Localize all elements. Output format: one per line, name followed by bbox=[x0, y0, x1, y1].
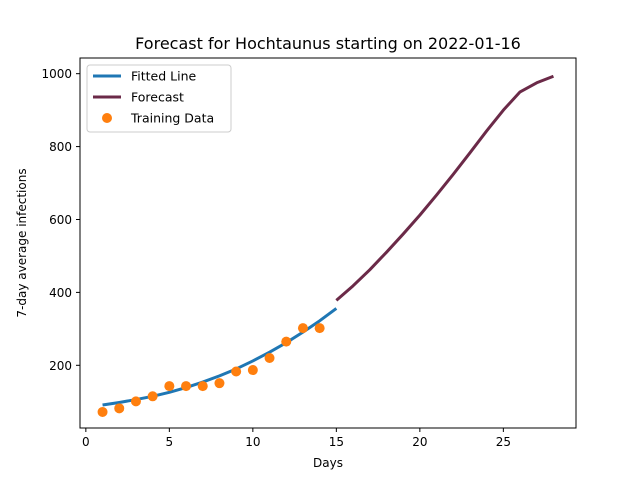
data-point bbox=[130, 396, 141, 407]
x-tick-label: 15 bbox=[329, 435, 344, 449]
y-axis-label: 7-day average infections bbox=[15, 168, 29, 317]
data-point bbox=[97, 406, 108, 417]
x-axis: 0 5 10 15 20 25 bbox=[82, 428, 511, 449]
y-tick-label: 600 bbox=[49, 213, 72, 227]
plot-area-frame bbox=[79, 57, 577, 429]
x-tick-label: 10 bbox=[245, 435, 260, 449]
legend: Fitted Line Forecast Training Data bbox=[86, 64, 232, 133]
data-point bbox=[197, 381, 208, 392]
plot-series bbox=[97, 74, 554, 417]
legend-entry-label: Training Data bbox=[130, 111, 214, 126]
x-tick-label: 5 bbox=[166, 435, 174, 449]
y-axis: 200 400 600 800 1000 bbox=[41, 67, 80, 373]
data-point bbox=[264, 353, 275, 364]
x-tick-label: 25 bbox=[496, 435, 511, 449]
legend-entry-label: Fitted Line bbox=[131, 69, 197, 84]
data-point bbox=[281, 336, 292, 347]
legend-box bbox=[86, 64, 232, 133]
data-point bbox=[114, 403, 125, 414]
legend-swatch bbox=[102, 113, 112, 123]
data-point bbox=[164, 381, 175, 392]
data-point bbox=[214, 378, 225, 389]
y-tick-label: 200 bbox=[49, 359, 72, 373]
x-tick-label: 20 bbox=[412, 435, 427, 449]
data-point bbox=[314, 323, 325, 334]
data-point bbox=[297, 323, 308, 334]
chart-title: Forecast for Hochtaunus starting on 2022… bbox=[135, 34, 521, 53]
data-point bbox=[181, 381, 192, 392]
y-tick-label: 400 bbox=[49, 286, 72, 300]
legend-entry-label: Forecast bbox=[131, 90, 184, 105]
series-line-1 bbox=[335, 74, 554, 302]
x-tick-label: 0 bbox=[82, 435, 90, 449]
data-point bbox=[247, 365, 258, 376]
data-point bbox=[231, 366, 242, 377]
y-tick-label: 1000 bbox=[41, 67, 72, 81]
x-axis-label: Days bbox=[313, 456, 343, 470]
series-line-0 bbox=[102, 307, 338, 407]
y-tick-label: 800 bbox=[49, 140, 72, 154]
data-point bbox=[147, 391, 158, 402]
